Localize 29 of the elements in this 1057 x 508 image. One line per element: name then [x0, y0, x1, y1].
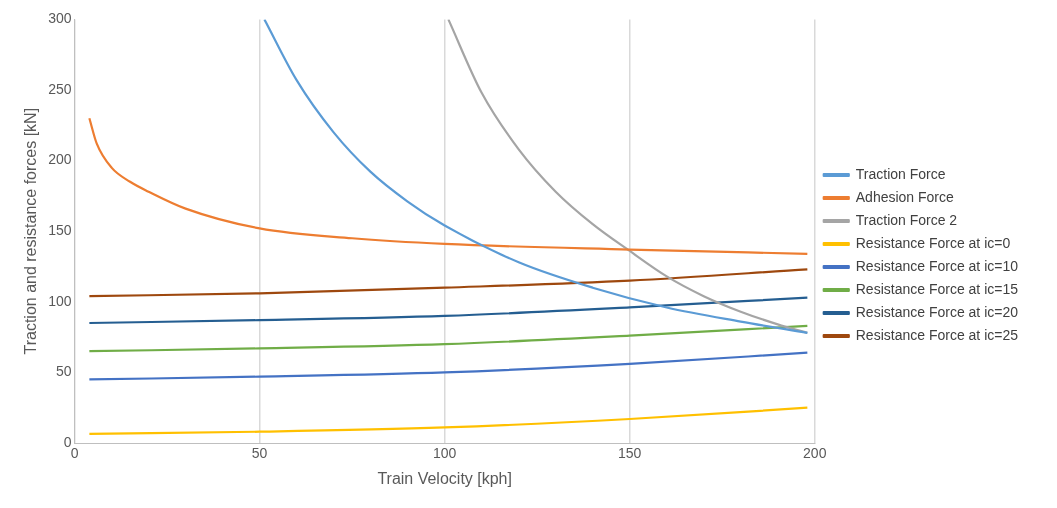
legend-label: Traction Force: [855, 165, 946, 182]
y-tick-label: 150: [48, 222, 72, 239]
x-tick-label: 100: [432, 445, 457, 462]
x-tick-label: 150: [618, 445, 642, 462]
y-axis-title: Traction and resistance forces [kN]: [22, 107, 40, 355]
line-series: [88, 406, 809, 435]
y-tick-label: 100: [48, 292, 72, 309]
line-series: [88, 117, 809, 255]
line-series: [88, 296, 809, 325]
line-series: [88, 351, 809, 381]
y-tick-label: 0: [63, 433, 72, 450]
legend-label: Traction Force 2: [855, 211, 958, 228]
legend-label: Resistance Force at ic=25: [855, 326, 1019, 343]
line-series: [263, 19, 809, 334]
legend-label: Resistance Force at ic=20: [855, 303, 1019, 320]
line-series: [88, 324, 809, 353]
y-tick-label: 300: [48, 10, 72, 27]
x-axis-title: Train Velocity [kph]: [377, 469, 512, 487]
y-tick-label: 50: [55, 363, 72, 380]
line-series: [88, 268, 809, 298]
legend-label: Adhesion Force: [855, 188, 955, 205]
y-tick-label: 250: [48, 80, 72, 97]
legend-label: Resistance Force at ic=0: [855, 234, 1011, 251]
y-tick-label: 200: [48, 151, 72, 168]
line-series: [447, 19, 809, 334]
legend-label: Resistance Force at ic=15: [855, 280, 1019, 297]
x-tick-label: 200: [803, 445, 827, 462]
legend-label: Resistance Force at ic=10: [855, 257, 1019, 274]
x-tick-label: 50: [251, 445, 268, 462]
